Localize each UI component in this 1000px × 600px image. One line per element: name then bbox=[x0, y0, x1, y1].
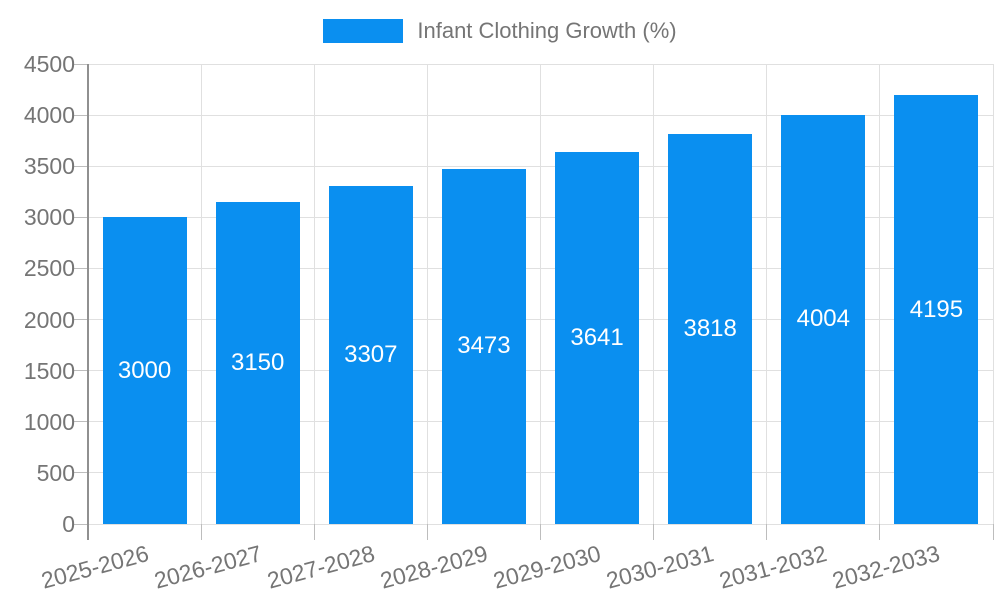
plot-area: 3000 3150 3307 3473 3641 3818 4004 4195 0 500 100… bbox=[24, 51, 994, 594]
y-axis-tick bbox=[73, 370, 87, 372]
y-tick-label: 4000 bbox=[23, 102, 75, 129]
gridline-vertical bbox=[879, 64, 881, 524]
bar: 3818 bbox=[668, 133, 753, 524]
bar-value-label: 4004 bbox=[796, 305, 850, 333]
x-tick-label: 2026-2027 bbox=[151, 540, 265, 594]
bar: 3641 bbox=[555, 151, 640, 524]
x-tick-label: 2030-2031 bbox=[603, 540, 717, 594]
y-tick-label: 3500 bbox=[23, 153, 75, 180]
x-axis-tick bbox=[426, 524, 428, 540]
gridline-vertical bbox=[992, 64, 994, 524]
bar-value-label: 3473 bbox=[457, 332, 511, 360]
x-axis-tick bbox=[992, 524, 994, 540]
legend-swatch-icon bbox=[323, 19, 404, 43]
y-tick-label: 3000 bbox=[23, 204, 75, 231]
y-axis-line bbox=[87, 64, 89, 540]
bar: 4195 bbox=[894, 95, 979, 524]
y-axis-tick bbox=[73, 523, 87, 525]
x-axis-tick bbox=[200, 524, 202, 540]
gridline-vertical bbox=[313, 64, 315, 524]
x-tick-label: 2028-2029 bbox=[377, 540, 491, 594]
x-tick-label: 2031-2032 bbox=[716, 540, 830, 594]
gridline-vertical bbox=[200, 64, 202, 524]
y-axis-tick bbox=[73, 319, 87, 321]
x-axis-tick bbox=[313, 524, 315, 540]
y-axis-tick bbox=[73, 63, 87, 65]
y-axis-tick bbox=[73, 421, 87, 423]
bar-value-label: 3150 bbox=[230, 349, 285, 376]
y-tick-label: 2500 bbox=[23, 255, 75, 282]
y-tick-label: 500 bbox=[36, 459, 75, 486]
x-tick-label: 2027-2028 bbox=[264, 540, 378, 594]
legend-label: Infant Clothing Growth (%) bbox=[417, 18, 677, 43]
gridline-vertical bbox=[426, 64, 428, 524]
bar-value-label: 4195 bbox=[909, 295, 964, 323]
chart-legend: Infant Clothing Growth (%) bbox=[0, 17, 1000, 45]
y-axis-tick bbox=[73, 216, 87, 218]
y-tick-label: 1000 bbox=[23, 408, 75, 435]
gridline-vertical bbox=[540, 64, 541, 524]
x-tick-label: 2032-2033 bbox=[829, 540, 943, 594]
x-axis-tick bbox=[879, 524, 881, 540]
y-axis-tick bbox=[73, 114, 87, 116]
y-tick-label: 2000 bbox=[23, 306, 75, 333]
gridline-vertical bbox=[766, 64, 768, 524]
y-tick-label: 0 bbox=[62, 511, 75, 537]
x-tick-label: 2029-2030 bbox=[490, 540, 604, 594]
x-tick-label: 2025-2026 bbox=[38, 540, 152, 594]
y-tick-label: 1500 bbox=[23, 357, 75, 384]
x-axis-tick bbox=[653, 524, 655, 540]
x-axis-tick bbox=[540, 524, 541, 540]
bar: 3473 bbox=[441, 168, 526, 524]
bar-value-label: 3641 bbox=[570, 323, 624, 351]
y-axis-tick bbox=[73, 472, 87, 474]
bar: 3000 bbox=[102, 217, 187, 524]
bar: 3150 bbox=[215, 202, 300, 524]
bar: 4004 bbox=[781, 114, 866, 524]
bar: 3307 bbox=[328, 185, 413, 524]
gridline-vertical bbox=[653, 64, 655, 524]
y-axis-tick bbox=[73, 267, 87, 269]
bar-value-label: 3818 bbox=[683, 314, 737, 342]
y-axis-tick bbox=[73, 165, 87, 167]
y-tick-label: 4500 bbox=[23, 51, 75, 77]
bar-value-label: 3000 bbox=[117, 356, 172, 384]
x-axis-tick bbox=[766, 524, 768, 540]
bar-value-label: 3307 bbox=[344, 340, 398, 368]
